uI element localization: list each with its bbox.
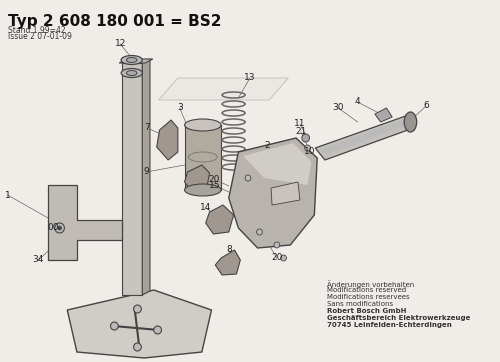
Polygon shape: [216, 250, 240, 275]
Text: Typ 2 608 180 001 = BS2: Typ 2 608 180 001 = BS2: [8, 14, 221, 29]
Ellipse shape: [121, 55, 142, 64]
Text: 9: 9: [143, 168, 149, 177]
Text: 00: 00: [47, 223, 58, 232]
Ellipse shape: [126, 71, 137, 76]
Polygon shape: [243, 143, 312, 185]
Text: 20: 20: [271, 253, 282, 262]
Text: Robert Bosch GmbH: Robert Bosch GmbH: [327, 308, 406, 314]
Polygon shape: [229, 138, 317, 248]
Text: 8: 8: [226, 245, 232, 254]
Circle shape: [58, 226, 62, 230]
Text: Modifications reservees: Modifications reservees: [327, 294, 409, 300]
Text: 1: 1: [5, 190, 10, 199]
Text: 15: 15: [208, 181, 220, 189]
Circle shape: [154, 326, 162, 334]
Text: 3: 3: [177, 104, 182, 113]
Polygon shape: [184, 165, 210, 192]
Circle shape: [256, 229, 262, 235]
Text: 70745 Leinfelden-Echterdingen: 70745 Leinfelden-Echterdingen: [327, 322, 452, 328]
Polygon shape: [48, 185, 122, 260]
Polygon shape: [271, 182, 300, 205]
Polygon shape: [142, 59, 150, 295]
Text: 6: 6: [423, 101, 428, 110]
Circle shape: [304, 145, 310, 151]
Text: 7: 7: [144, 123, 150, 132]
Polygon shape: [119, 59, 153, 63]
Text: 2: 2: [264, 140, 270, 150]
Circle shape: [302, 134, 310, 142]
Text: 14: 14: [200, 203, 211, 212]
Circle shape: [274, 242, 280, 248]
Circle shape: [280, 255, 286, 261]
Polygon shape: [375, 108, 392, 122]
Text: 13: 13: [244, 73, 256, 83]
Text: Änderungen vorbehalten: Änderungen vorbehalten: [327, 280, 414, 288]
Ellipse shape: [184, 184, 221, 196]
Text: 4: 4: [355, 97, 360, 106]
Text: Stand 1.99=42: Stand 1.99=42: [8, 26, 66, 35]
Ellipse shape: [126, 58, 137, 63]
Text: Geschäftsbereich Elektrowerkzeuge: Geschäftsbereich Elektrowerkzeuge: [327, 315, 470, 321]
Text: 21: 21: [295, 127, 306, 136]
Polygon shape: [319, 119, 410, 155]
Text: 11: 11: [294, 119, 306, 129]
Text: 30: 30: [332, 104, 344, 113]
Polygon shape: [122, 63, 142, 295]
Circle shape: [110, 322, 118, 330]
Polygon shape: [206, 205, 234, 234]
Circle shape: [55, 223, 64, 233]
Ellipse shape: [121, 68, 142, 77]
Text: Sans modifications: Sans modifications: [327, 301, 393, 307]
Text: 12: 12: [114, 39, 126, 49]
Text: 10: 10: [304, 147, 316, 156]
Ellipse shape: [404, 112, 416, 132]
Polygon shape: [156, 120, 178, 160]
Text: 20: 20: [208, 174, 220, 184]
Polygon shape: [316, 116, 414, 160]
Polygon shape: [158, 78, 288, 100]
Polygon shape: [184, 125, 221, 190]
Text: Modifications reserved: Modifications reserved: [327, 287, 406, 293]
Polygon shape: [68, 290, 212, 358]
Circle shape: [245, 175, 251, 181]
Text: 34: 34: [33, 256, 44, 265]
Text: Issue 2 07-01-09: Issue 2 07-01-09: [8, 32, 72, 41]
Circle shape: [134, 343, 141, 351]
Circle shape: [134, 305, 141, 313]
Ellipse shape: [184, 119, 221, 131]
